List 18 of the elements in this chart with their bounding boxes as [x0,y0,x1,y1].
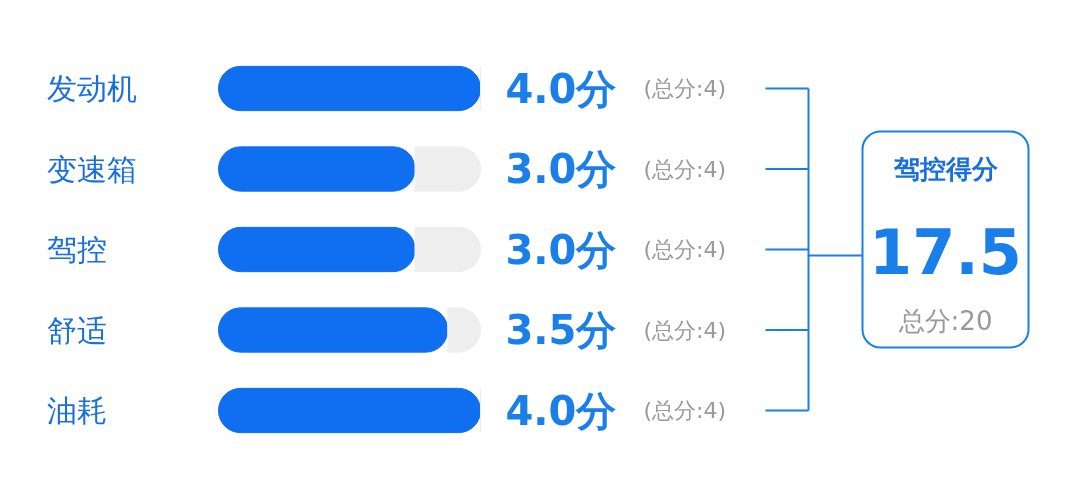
text: (总分:4) [643,398,727,423]
text: (总分:4) [643,317,727,343]
data-label: 4.0分 [505,387,617,434]
text: (总分:4) [643,76,727,101]
data-label: 4.0分 [505,65,617,112]
data-label: 3.0分 [505,226,617,273]
data-label: 3.0分 [505,146,617,192]
text: (总分:4) [643,237,727,262]
text: (总分:4) [643,156,727,182]
text: 总分:20 [897,305,993,336]
text: 17.5 [869,215,1022,289]
data-label: 3.5分 [505,307,617,353]
text: 驾控得分 [892,153,999,184]
y-tick-label: 变速箱 [46,151,137,187]
y-tick-label: 驾控 [46,232,107,267]
y-tick-label: 舒适 [46,312,107,348]
y-tick-label: 发动机 [46,71,137,106]
y-tick-label: 油耗 [46,393,107,428]
